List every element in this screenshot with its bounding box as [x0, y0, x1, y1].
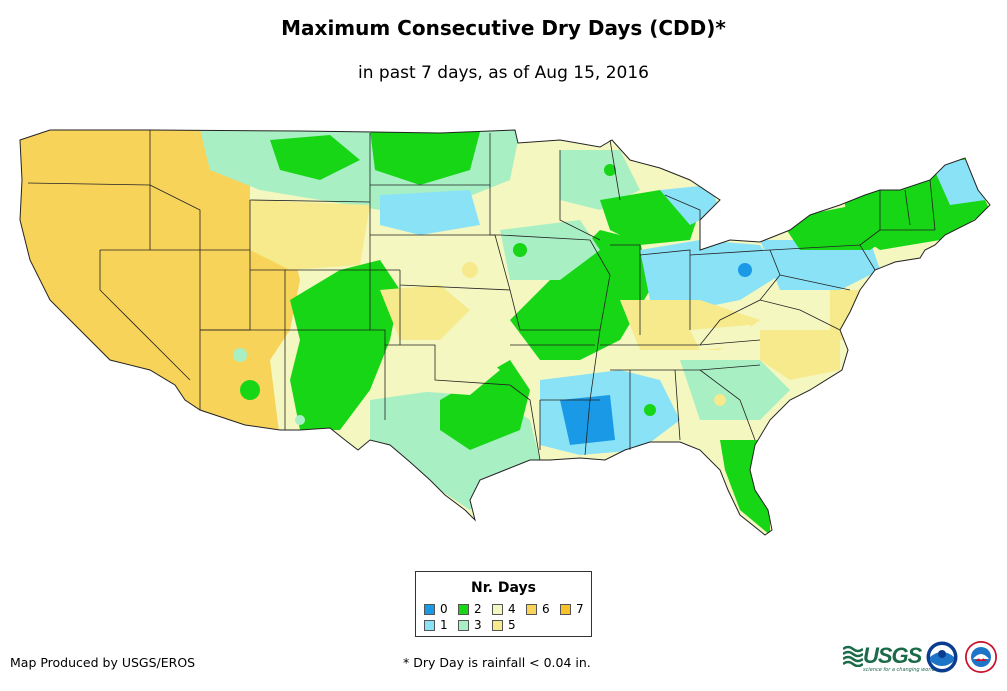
legend-label-2: 2 — [474, 602, 482, 616]
legend-swatch-1 — [424, 619, 435, 631]
legend-item-5: 5 — [492, 618, 516, 632]
us-dry-days-map — [19, 129, 991, 536]
legend-swatch-7 — [560, 603, 571, 615]
legend-item-7: 7 — [560, 602, 584, 616]
legend-item-1: 1 — [424, 618, 448, 632]
map-title: Maximum Consecutive Dry Days (CDD)* — [281, 16, 726, 40]
national-weather-service-logo — [965, 641, 997, 673]
legend-label-5: 5 — [508, 618, 516, 632]
legend-item-0: 0 — [424, 602, 448, 616]
usgs-tagline: science for a changing world — [863, 667, 935, 673]
legend-item-2: 2 — [458, 602, 482, 616]
legend-swatch-4 — [492, 603, 503, 615]
map-credit: Map Produced by USGS/EROS — [10, 655, 196, 670]
legend-item-3: 3 — [458, 618, 482, 632]
legend-swatch-2 — [458, 603, 469, 615]
legend-swatch-6 — [526, 603, 537, 615]
legend-label-7: 7 — [576, 602, 584, 616]
legend-label-0: 0 — [440, 602, 448, 616]
usgs-wave-icon — [843, 645, 863, 667]
legend-swatch-3 — [458, 619, 469, 631]
map-subtitle: in past 7 days, as of Aug 15, 2016 — [358, 63, 649, 83]
usgs-logo: USGS science for a changing world — [843, 643, 935, 673]
legend-swatch-5 — [492, 619, 503, 631]
legend: Nr. Days 0 1 2 3 4 5 6 7 — [415, 571, 592, 637]
legend-label-3: 3 — [474, 618, 482, 632]
legend-swatch-0 — [424, 603, 435, 615]
legend-item-4: 4 — [492, 602, 516, 616]
legend-title: Nr. Days — [471, 580, 536, 596]
legend-label-1: 1 — [440, 618, 448, 632]
legend-label-6: 6 — [542, 602, 550, 616]
dry-day-footnote: * Dry Day is rainfall < 0.04 in. — [403, 655, 591, 670]
noaa-logo — [926, 641, 958, 673]
legend-item-6: 6 — [526, 602, 550, 616]
usgs-logo-text: USGS — [863, 643, 922, 668]
legend-label-4: 4 — [508, 602, 516, 616]
